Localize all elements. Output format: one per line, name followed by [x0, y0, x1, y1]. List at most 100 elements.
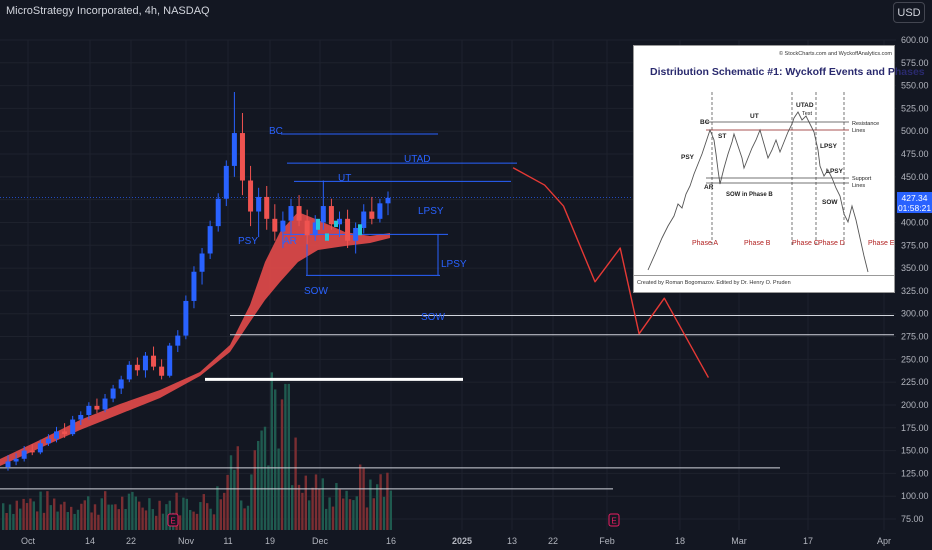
- x-tick-label: 17: [803, 536, 813, 546]
- y-tick-label: 550.00: [901, 81, 929, 91]
- x-tick-label: Mar: [731, 536, 747, 546]
- y-tick-label: 275.00: [901, 332, 929, 342]
- annotation-label: SOW: [304, 286, 328, 297]
- volume-bar: [148, 498, 151, 530]
- svg-text:SOW: SOW: [822, 199, 838, 206]
- volume-bar: [263, 426, 267, 530]
- volume-bar: [284, 383, 287, 530]
- annotation-label: LPSY: [441, 259, 467, 270]
- candle-body: [296, 206, 302, 221]
- volume-bar: [331, 506, 335, 530]
- candle-body: [248, 180, 254, 212]
- svg-text:ST: ST: [718, 133, 726, 140]
- volume-bar: [49, 505, 52, 530]
- y-tick-label: 225.00: [901, 377, 929, 387]
- y-tick-label: 400.00: [901, 217, 929, 227]
- currency-button[interactable]: USD: [893, 2, 925, 23]
- svg-text:SOW in Phase B: SOW in Phase B: [726, 192, 773, 198]
- volume-bar: [63, 501, 66, 530]
- candle-body: [29, 450, 35, 453]
- y-tick-label: 525.00: [901, 103, 929, 113]
- candle-body: [45, 438, 51, 444]
- earnings-marker[interactable]: E: [608, 513, 620, 527]
- candle-body: [54, 431, 60, 439]
- y-tick-label: 350.00: [901, 263, 929, 273]
- volume-bar: [90, 512, 93, 530]
- candlesticks: [5, 92, 391, 471]
- volume-bar: [382, 496, 386, 530]
- volume-bar: [29, 498, 32, 530]
- volume-bar: [389, 490, 392, 530]
- event-markers: E E: [167, 513, 620, 527]
- volume-bar: [260, 430, 263, 530]
- candle-body: [86, 405, 92, 415]
- candle-body: [126, 364, 132, 380]
- x-tick-label: 2025: [452, 536, 472, 546]
- ma-ribbon-band: [0, 212, 390, 466]
- candle-body: [142, 355, 148, 371]
- candle-body: [110, 388, 116, 399]
- volume-bar: [297, 484, 301, 530]
- y-tick-label: 500.00: [901, 126, 929, 136]
- volume-bar: [182, 497, 185, 530]
- earnings-marker[interactable]: E: [167, 513, 179, 527]
- y-axis[interactable]: 600.00 575.00 550.00 525.00 500.00 475.00 450.…: [901, 35, 929, 524]
- phase-label: Phase E: [868, 240, 894, 247]
- candle-body: [21, 450, 27, 459]
- volume-bar: [294, 437, 297, 530]
- projection-path[interactable]: [512, 167, 710, 378]
- candle-body: [37, 443, 43, 453]
- x-axis[interactable]: Oct 14 22 Nov 11 19 Dec 16 2025 13 22 Feb 18 Mar 17 Apr: [21, 536, 891, 546]
- volume-bar: [155, 515, 158, 530]
- x-tick-label: 22: [126, 536, 136, 546]
- annotation-label: AR: [283, 236, 297, 247]
- candle-body: [256, 196, 262, 212]
- volume-bar: [325, 508, 328, 530]
- last-price: 427.34: [901, 193, 928, 203]
- volume-bar: [355, 496, 358, 530]
- candle-body: [175, 335, 181, 346]
- candle-body: [353, 227, 359, 241]
- volume-bar: [39, 491, 42, 530]
- candle-body: [316, 218, 320, 230]
- y-tick-label: 475.00: [901, 149, 929, 159]
- volume-bar: [246, 505, 250, 530]
- volume-bar: [216, 486, 219, 530]
- volume-bar: [175, 492, 178, 530]
- volume-bar: [362, 467, 365, 530]
- svg-text:E: E: [611, 517, 616, 526]
- candle-body: [134, 364, 140, 371]
- volume-bar: [318, 489, 321, 530]
- schematic-title: Distribution Schematic #1: Wyckoff Event…: [650, 66, 925, 78]
- volume-bar: [121, 496, 124, 530]
- volume-bar: [185, 498, 188, 530]
- volume-bar: [233, 469, 236, 530]
- candle-body: [5, 461, 11, 467]
- candle-body: [320, 206, 326, 223]
- volume-bar: [76, 509, 80, 530]
- volume-bar: [243, 508, 246, 530]
- volume-bar: [345, 490, 348, 530]
- volume-bar: [53, 498, 56, 530]
- x-tick-label: Nov: [178, 536, 195, 546]
- candle-body: [304, 220, 310, 236]
- volume-bar: [369, 479, 372, 530]
- volume-bar: [110, 504, 114, 530]
- volume-bar: [257, 440, 260, 530]
- volume-bar: [117, 509, 120, 530]
- y-tick-label: 200.00: [901, 400, 929, 410]
- schematic-footer: Created by Roman Bogomazov. Edited by Dr…: [637, 280, 791, 286]
- candle-body: [191, 271, 197, 301]
- candle-body: [361, 211, 367, 228]
- volume-bar: [131, 491, 134, 530]
- candle-body: [78, 414, 84, 420]
- volume-bar: [87, 496, 90, 530]
- horizontal-levels[interactable]: [0, 133, 896, 490]
- y-tick-label: 150.00: [901, 446, 929, 456]
- volume-bar: [365, 507, 369, 530]
- candle-body: [62, 431, 68, 435]
- volume-bar: [189, 510, 192, 530]
- svg-text:Lines: Lines: [852, 183, 865, 189]
- y-tick-label: 100.00: [901, 491, 929, 501]
